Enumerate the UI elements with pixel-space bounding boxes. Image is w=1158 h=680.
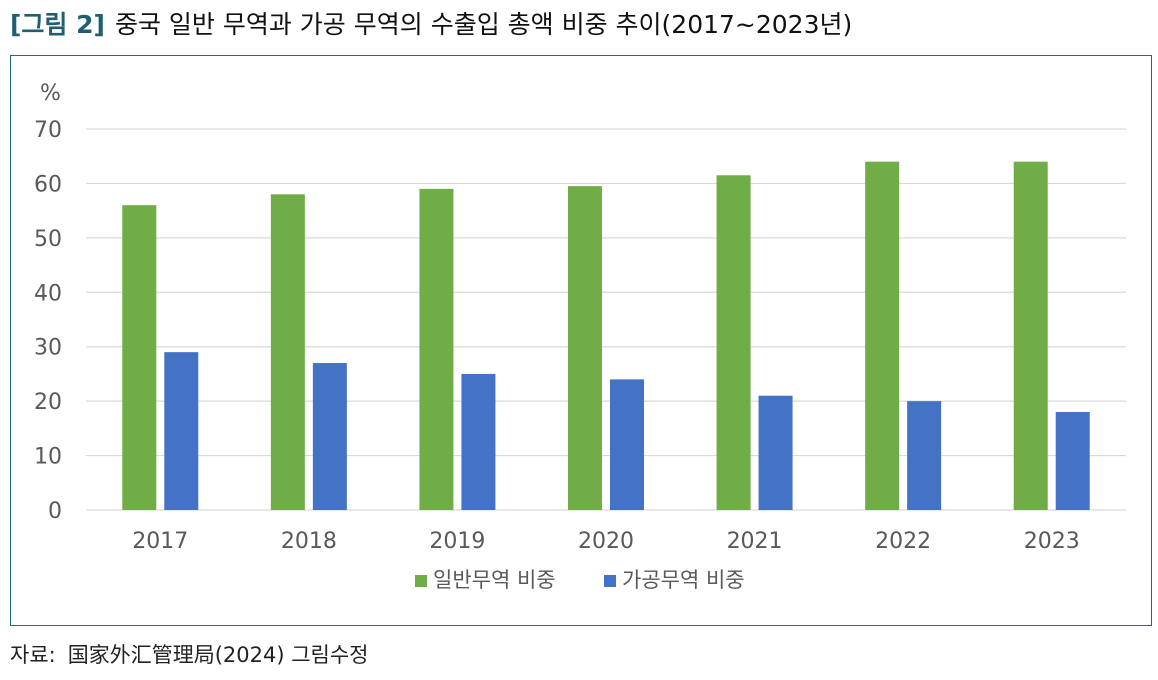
bar-general-trade [568, 186, 602, 510]
legend-label: 일반무역 비중 [433, 568, 556, 592]
y-tick-label: 50 [34, 227, 62, 252]
figure-title-text: 중국 일반 무역과 가공 무역의 수출입 총액 비중 추이(2017~2023년… [114, 10, 853, 39]
x-tick-label: 2017 [132, 529, 188, 554]
bar-general-trade [865, 161, 900, 510]
bar-processing-trade [610, 379, 644, 510]
y-axis-unit-label: % [40, 81, 61, 106]
bar-processing-trade [1055, 412, 1090, 510]
y-tick-label: 0 [48, 499, 62, 524]
bar-general-trade [716, 175, 751, 510]
x-tick-label: 2023 [1024, 529, 1080, 554]
legend-swatch [604, 575, 616, 587]
source-label: 자료: [10, 643, 56, 667]
chart-frame [10, 55, 1152, 626]
bar-general-trade [122, 205, 157, 510]
y-tick-label: 40 [34, 281, 62, 306]
bar-processing-trade [164, 352, 199, 510]
bar-processing-trade [758, 395, 793, 510]
x-tick-label: 2020 [578, 529, 634, 554]
bar-chart: % 0 10 20 30 40 50 60 70 2017 2018 2019 2020 2021 2022… [34, 81, 1126, 592]
bar-processing-trade [312, 363, 347, 510]
source-note: 자료: 国家外汇管理局(2024) 그림수정 [10, 638, 369, 672]
y-tick-label: 70 [34, 118, 62, 143]
bar-processing-trade [907, 401, 942, 510]
legend-swatch [415, 575, 427, 587]
x-tick-label: 2019 [429, 529, 485, 554]
y-tick-label: 30 [34, 336, 62, 361]
bar-general-trade [1013, 161, 1048, 510]
bar-general-trade [270, 194, 305, 511]
y-tick-label: 20 [34, 390, 62, 415]
x-tick-label: 2018 [281, 529, 337, 554]
source-text: 国家外汇管理局(2024) 그림수정 [67, 643, 369, 667]
bar-general-trade [419, 188, 454, 510]
x-tick-label: 2021 [727, 529, 783, 554]
y-tick-label: 60 [34, 172, 62, 197]
y-tick-label: 10 [34, 445, 62, 470]
legend-label: 가공무역 비중 [622, 568, 745, 592]
figure-label: [그림 2] [10, 10, 105, 39]
x-tick-label: 2022 [875, 529, 931, 554]
figure-title: [그림 2] 중국 일반 무역과 가공 무역의 수출입 총액 비중 추이(2017… [10, 6, 852, 44]
bar-processing-trade [461, 373, 496, 510]
